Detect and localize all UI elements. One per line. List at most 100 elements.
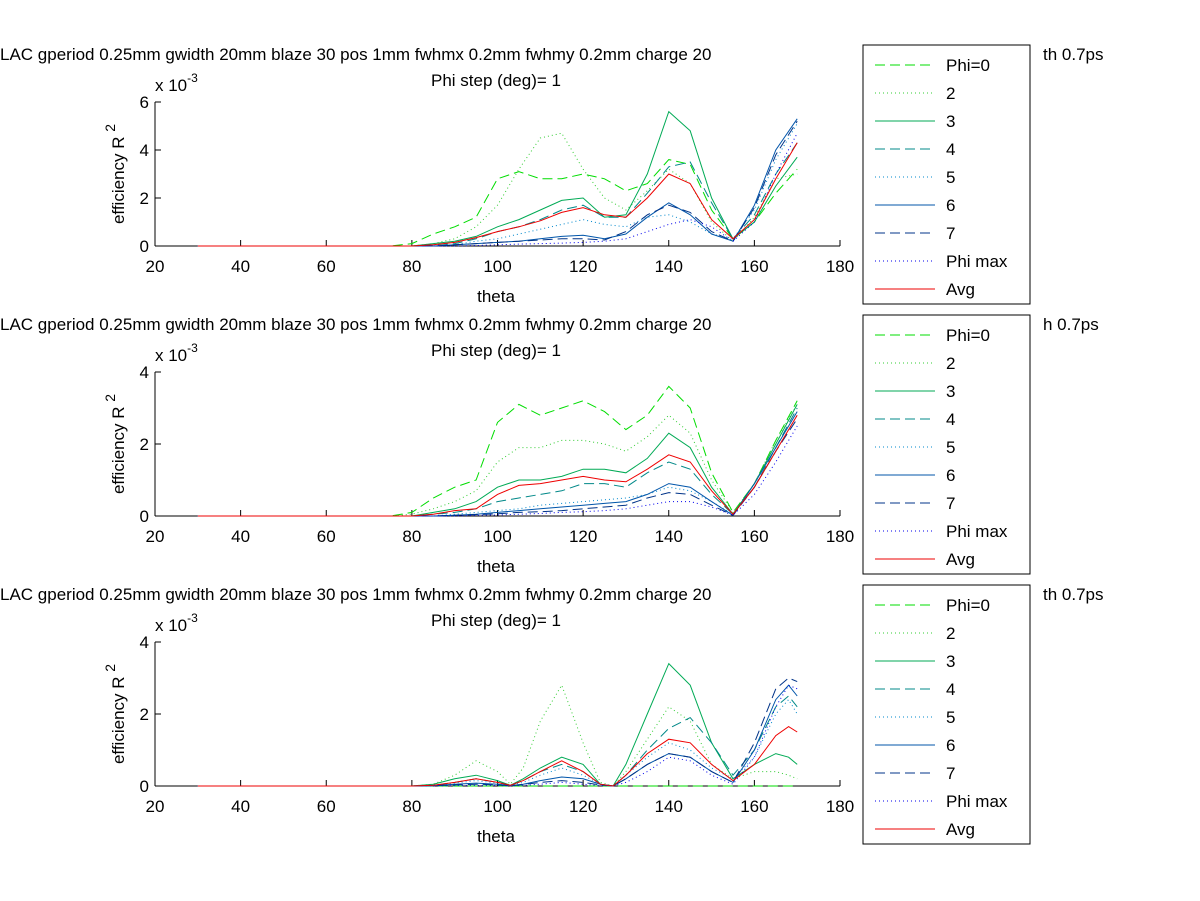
series-line-7 — [197, 677, 798, 787]
legend: Phi=0 2 3 4 5 6 7 Phi max Avg — [862, 44, 1031, 305]
y-tick-label: 0 — [140, 777, 149, 796]
subplot-subtitle: Phi step (deg)= 1 — [431, 611, 561, 630]
x-tick-label: 160 — [740, 257, 768, 276]
series-line-3 — [197, 110, 798, 247]
x-tick-label: 140 — [655, 797, 683, 816]
x-tick-label: 60 — [317, 797, 336, 816]
x-tick-label: 40 — [231, 527, 250, 546]
series-line-4 — [197, 407, 798, 517]
series-line-avg — [197, 142, 798, 247]
x-tick-label: 60 — [317, 527, 336, 546]
x-tick-label: 180 — [826, 527, 854, 546]
x-tick-label: 140 — [655, 527, 683, 546]
x-tick-label: 20 — [146, 257, 165, 276]
y-axis-label: efficiency R 2 — [102, 664, 128, 764]
legend-label: 2 — [946, 354, 955, 373]
subplot-title-tail: h 0.7ps — [1043, 315, 1099, 334]
x-axis-label: theta — [477, 557, 515, 576]
legend-label: 7 — [946, 224, 955, 243]
y-tick-label: 2 — [140, 435, 149, 454]
legend-label: 2 — [946, 84, 955, 103]
y-tick-label: 0 — [140, 237, 149, 256]
legend-label: Avg — [946, 820, 975, 839]
x-tick-label: 180 — [826, 257, 854, 276]
legend-label: Phi=0 — [946, 326, 990, 345]
series-line-7 — [197, 120, 798, 247]
series-line-avg — [197, 725, 798, 787]
legend-label: 4 — [946, 140, 955, 159]
legend-label: 3 — [946, 652, 955, 671]
x-tick-label: 80 — [402, 257, 421, 276]
legend: Phi=0 2 3 4 5 6 7 Phi max Avg — [862, 584, 1031, 845]
x-axis-label: theta — [477, 827, 515, 846]
series-line-3 — [197, 404, 798, 517]
x-tick-label: 100 — [483, 257, 511, 276]
series-line-7 — [197, 418, 798, 517]
x-tick-label: 20 — [146, 527, 165, 546]
legend: Phi=0 2 3 4 5 6 7 Phi max Avg — [862, 314, 1031, 575]
x-tick-label: 80 — [402, 797, 421, 816]
x-tick-label: 100 — [483, 797, 511, 816]
subplot-3: 20 40 60 80 100 120 140 160 180 0 2 4 x 10-3 LAC gper… — [0, 584, 1104, 846]
y-tick-label: 0 — [140, 507, 149, 526]
subplot-subtitle: Phi step (deg)= 1 — [431, 341, 561, 360]
legend-label: Phi max — [946, 522, 1008, 541]
legend-label: 4 — [946, 410, 955, 429]
series-line-phi-0 — [197, 385, 798, 517]
y-tick-label: 4 — [140, 633, 149, 652]
y-tick-label: 4 — [140, 363, 149, 382]
series-line-avg — [197, 414, 798, 517]
x-axis-label: theta — [477, 287, 515, 306]
subplot-title-tail: th 0.7ps — [1043, 45, 1104, 64]
legend-label: 5 — [946, 438, 955, 457]
x-tick-label: 100 — [483, 527, 511, 546]
x-tick-label: 20 — [146, 797, 165, 816]
x-tick-label: 40 — [231, 257, 250, 276]
x-tick-label: 120 — [569, 257, 597, 276]
legend-label: 4 — [946, 680, 955, 699]
x-tick-label: 160 — [740, 527, 768, 546]
legend-label: Phi max — [946, 252, 1008, 271]
series-line-phi-0 — [197, 159, 798, 247]
legend-label: Phi=0 — [946, 596, 990, 615]
y-tick-label: 2 — [140, 705, 149, 724]
legend-label: 5 — [946, 168, 955, 187]
x-tick-label: 60 — [317, 257, 336, 276]
subplot-2: 20 40 60 80 100 120 140 160 180 0 2 4 x 10-3 LAC gper… — [0, 314, 1099, 576]
legend-label: 6 — [946, 466, 955, 485]
subplot-subtitle: Phi step (deg)= 1 — [431, 71, 561, 90]
legend-box — [862, 584, 1031, 845]
subplot-title: LAC gperiod 0.25mm gwidth 20mm blaze 30 … — [0, 585, 711, 604]
y-axis-label: efficiency R 2 — [102, 124, 128, 224]
legend-label: 6 — [946, 736, 955, 755]
y-exponent-label: x 10-3 — [155, 71, 198, 95]
y-tick-label: 4 — [140, 141, 149, 160]
legend-label: Avg — [946, 550, 975, 569]
legend-label: Avg — [946, 280, 975, 299]
y-tick-label: 6 — [140, 93, 149, 112]
legend-label: 3 — [946, 112, 955, 131]
x-tick-label: 120 — [569, 527, 597, 546]
subplot-1: 20 40 60 80 100 120 140 160 180 0 2 4 6 x 10-3 LAC gpe… — [0, 44, 1104, 306]
x-tick-label: 180 — [826, 797, 854, 816]
subplot-title: LAC gperiod 0.25mm gwidth 20mm blaze 30 … — [0, 315, 711, 334]
legend-label: 2 — [946, 624, 955, 643]
legend-label: 7 — [946, 494, 955, 513]
legend-label: 7 — [946, 764, 955, 783]
y-exponent-label: x 10-3 — [155, 611, 198, 635]
x-tick-label: 160 — [740, 797, 768, 816]
x-tick-label: 40 — [231, 797, 250, 816]
legend-label: Phi=0 — [946, 56, 990, 75]
legend-label: 3 — [946, 382, 955, 401]
x-tick-label: 120 — [569, 797, 597, 816]
subplot-title-tail: th 0.7ps — [1043, 585, 1104, 604]
y-tick-label: 2 — [140, 189, 149, 208]
legend-box — [862, 314, 1031, 575]
y-exponent-label: x 10-3 — [155, 341, 198, 365]
subplot-title: LAC gperiod 0.25mm gwidth 20mm blaze 30 … — [0, 45, 711, 64]
x-tick-label: 80 — [402, 527, 421, 546]
y-axis-label: efficiency R 2 — [102, 394, 128, 494]
legend-label: 6 — [946, 196, 955, 215]
